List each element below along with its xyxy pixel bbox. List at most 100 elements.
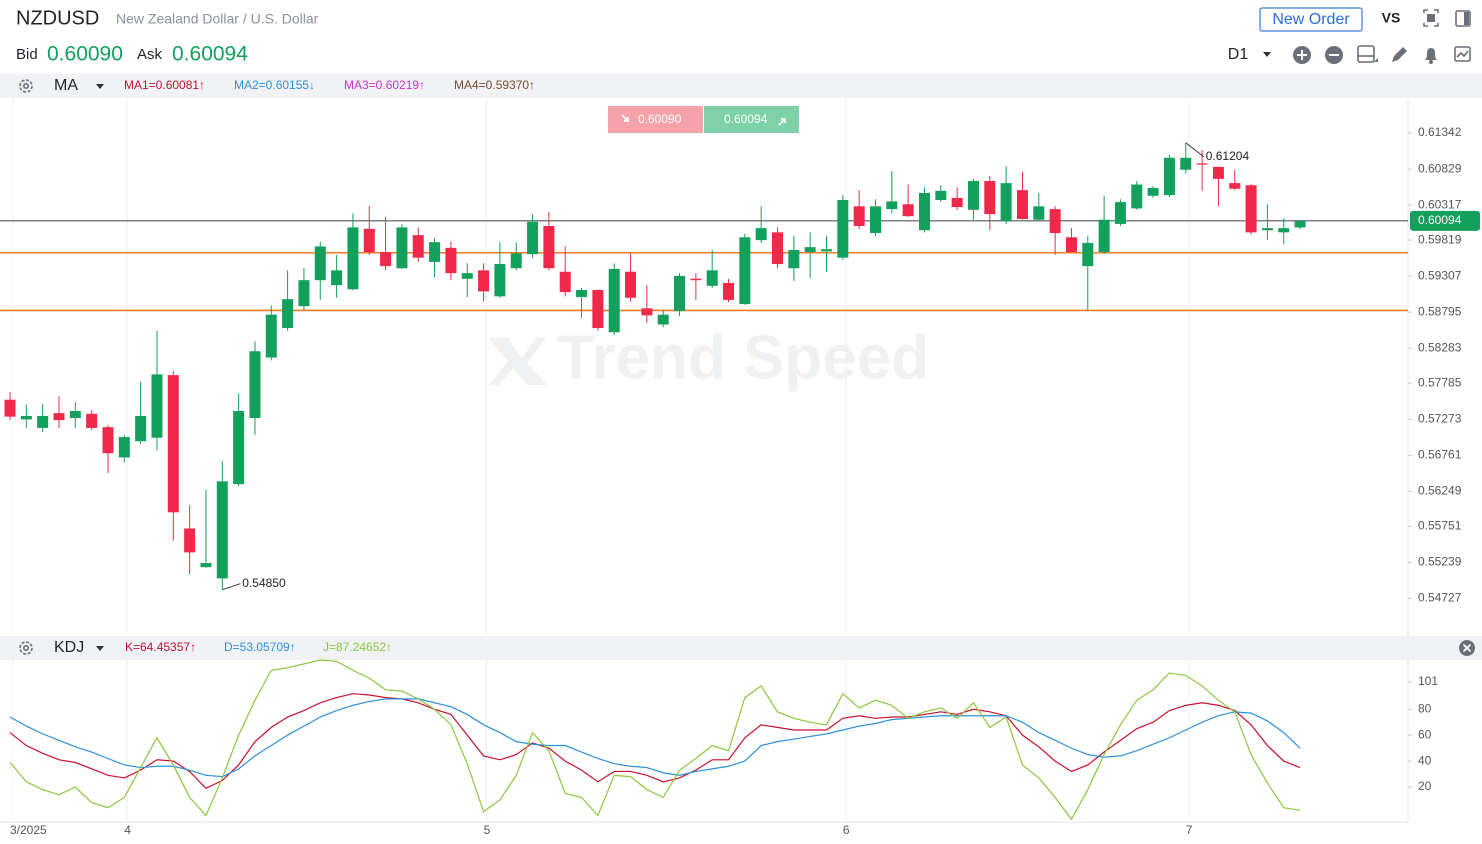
candle-body	[543, 226, 555, 269]
caret[interactable]	[1263, 52, 1271, 57]
icon-shape[interactable]	[1429, 60, 1433, 64]
candle-body	[37, 415, 49, 428]
ma-select[interactable]: MA	[54, 77, 104, 94]
candle-body	[984, 181, 996, 215]
candle-body	[690, 278, 702, 281]
candle-body	[1245, 185, 1257, 233]
candle-body	[1180, 157, 1192, 170]
zoom-out-icon[interactable]	[1325, 46, 1343, 64]
candle-body	[314, 246, 326, 281]
down-arrow[interactable]	[621, 114, 629, 122]
buy-price[interactable]: 0.60094	[724, 112, 768, 126]
icon-shape[interactable]	[22, 644, 29, 651]
annotation-pointer	[1185, 142, 1205, 158]
sell-price[interactable]: 0.60090	[638, 112, 682, 126]
caret[interactable]	[96, 646, 104, 651]
candle-body	[429, 242, 441, 262]
button-frame[interactable]	[1259, 7, 1363, 32]
candle-body	[380, 252, 392, 267]
icon-shape[interactable]	[1464, 12, 1469, 25]
kdj-line	[9, 693, 1301, 790]
alert-icon[interactable]	[1425, 48, 1437, 64]
icon-shape[interactable]	[1456, 50, 1469, 58]
candle-body	[478, 270, 490, 292]
candle-body	[951, 197, 963, 208]
icon-shape[interactable]	[1425, 48, 1437, 60]
icon-shape[interactable]	[1297, 50, 1307, 60]
icon-shape[interactable]	[1462, 643, 1472, 653]
icon-shape[interactable]	[1357, 45, 1375, 63]
candle-body	[1049, 209, 1061, 234]
zoom-in-icon[interactable]	[1293, 46, 1311, 64]
candle-body	[918, 192, 930, 231]
candle-body	[216, 481, 228, 579]
candle-body	[804, 247, 816, 253]
candle-body	[233, 411, 245, 485]
quote-box[interactable]: 0.60090 0.60094	[608, 106, 799, 133]
icon-shape[interactable]	[1392, 47, 1407, 62]
close-indicator[interactable]	[1459, 640, 1475, 656]
vs-button[interactable]: VS	[1382, 10, 1401, 26]
y-tick-label: 0.55751	[1418, 518, 1462, 532]
button-label[interactable]: New Order	[1272, 11, 1350, 28]
kdj-select[interactable]: KDJ	[54, 639, 104, 656]
candle-body	[151, 374, 163, 438]
annotation-label: 0.54850	[242, 576, 286, 590]
candle-body	[510, 253, 522, 269]
candle-body	[706, 270, 718, 286]
watermark-logo	[488, 338, 547, 385]
x-tick-label: 5	[484, 823, 491, 837]
kdj-legend: K=64.45357↑	[125, 640, 196, 654]
indicator-name[interactable]: KDJ	[54, 639, 84, 656]
up-arrow[interactable]	[778, 118, 786, 126]
symbol: NZDUSD	[16, 7, 99, 29]
candle-body	[1033, 206, 1045, 220]
fullscreen-icon[interactable]	[1423, 9, 1439, 27]
kdj-toolbar	[0, 636, 1482, 660]
timeframe[interactable]: D1	[1228, 46, 1249, 63]
timeframe-select[interactable]: D1	[1228, 46, 1271, 63]
candle-body	[363, 228, 375, 253]
kdj-line	[9, 698, 1301, 778]
candle-body	[608, 268, 620, 333]
candle-body	[788, 249, 800, 269]
ma-legend: MA3=0.60219↑	[344, 78, 425, 92]
icon-shape[interactable]	[1427, 14, 1435, 22]
candle-body	[739, 237, 751, 305]
candle-body	[184, 528, 196, 553]
candle-body	[4, 399, 16, 417]
icon-shape[interactable]	[1455, 10, 1471, 27]
candle-body	[1212, 166, 1224, 179]
candle-body	[200, 562, 212, 568]
bid-price: 0.60090	[47, 43, 123, 66]
indicator-icon[interactable]	[1454, 46, 1471, 62]
new-order-button[interactable]: New Order	[1259, 7, 1363, 32]
panel-icon[interactable]	[1357, 45, 1378, 63]
icon-shape[interactable]	[19, 79, 33, 93]
y-tick-label: 20	[1418, 779, 1432, 793]
draw-icon[interactable]	[1392, 47, 1407, 62]
candle-body	[559, 271, 571, 293]
candle-body	[641, 308, 653, 316]
caret[interactable]	[96, 84, 104, 89]
candle-body	[1196, 163, 1208, 165]
icon-shape[interactable]	[22, 83, 29, 90]
kdj-line	[9, 659, 1301, 821]
y-tick-label: 0.57785	[1418, 375, 1462, 389]
candle-body	[69, 411, 81, 419]
icon-shape[interactable]	[1374, 58, 1378, 62]
y-tick-label: 0.58795	[1418, 304, 1462, 318]
ma-settings[interactable]	[19, 79, 33, 93]
icon-shape[interactable]	[19, 641, 33, 655]
icon-shape[interactable]	[1454, 46, 1471, 62]
sell-box[interactable]	[608, 106, 703, 133]
kdj-settings[interactable]	[19, 641, 33, 655]
annotation-label: 0.61204	[1206, 149, 1250, 163]
ask-price: 0.60094	[172, 43, 248, 66]
candle-body	[331, 270, 343, 286]
icon-shape[interactable]	[1423, 9, 1439, 27]
candle-body	[347, 227, 359, 290]
layout-icon[interactable]	[1455, 10, 1471, 27]
indicator-name[interactable]: MA	[54, 77, 78, 94]
